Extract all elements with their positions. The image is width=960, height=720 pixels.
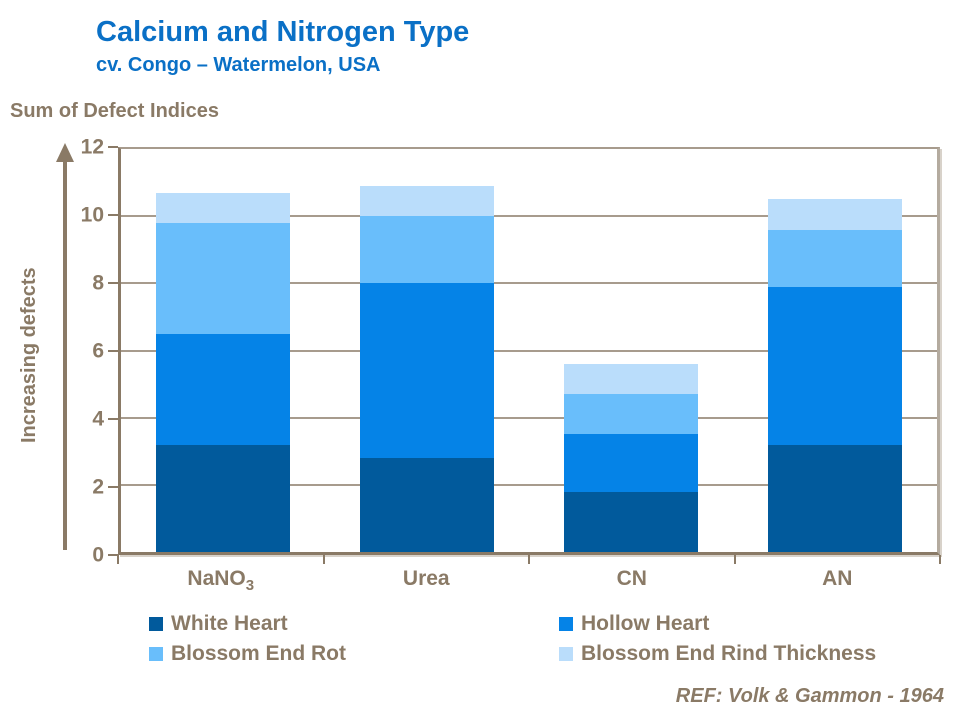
legend-item: Blossom End Rind Thickness <box>559 641 876 667</box>
bar-AN <box>767 149 903 552</box>
legend-item: Hollow Heart <box>559 611 876 637</box>
bar-segment <box>563 394 699 435</box>
x-tick <box>733 555 736 564</box>
y-tick-label: 2 <box>92 475 104 499</box>
gridline-6 <box>121 349 937 352</box>
y-tick-label: 0 <box>92 543 104 567</box>
legend-item: Blossom End Rot <box>149 641 559 667</box>
y-axis-arrow <box>63 160 67 550</box>
category-band <box>121 149 325 552</box>
bar-segment <box>767 199 903 230</box>
bar-segment <box>563 434 699 492</box>
bar-segment <box>563 363 699 395</box>
gridline-2 <box>121 483 937 486</box>
x-axis-labels: NaNO3 Urea CN AN <box>118 567 940 597</box>
legend-swatch <box>149 617 163 632</box>
gridline-8 <box>121 282 937 285</box>
bar-segment <box>155 222 291 334</box>
bar-segment <box>359 283 495 458</box>
bar-segment <box>155 333 291 445</box>
x-category-label-AN: AN <box>822 567 853 590</box>
legend-label: Blossom End Rind Thickness <box>581 642 877 666</box>
x-category-label-NaNO₃: NaNO3 <box>187 567 255 595</box>
y-axis-direction-label: Increasing defects <box>18 267 40 443</box>
bar-NaNO₃ <box>155 149 291 552</box>
page-subtitle: cv. Congo – Watermelon, USA <box>96 54 381 76</box>
y-tick-label: 6 <box>92 339 104 363</box>
legend-swatch <box>559 617 573 632</box>
category-band <box>325 149 529 552</box>
y-tick <box>108 214 118 216</box>
legend: White Heart Hollow Heart Blossom End Rot Bl… <box>149 611 876 668</box>
bar-CN <box>563 149 699 552</box>
y-tick <box>108 146 118 148</box>
x-tick <box>117 555 119 564</box>
x-tick <box>322 555 325 564</box>
x-tick <box>528 555 530 564</box>
axis-title: Sum of Defect Indices <box>10 100 219 122</box>
y-tick-label: 4 <box>92 407 104 431</box>
page-title: Calcium and Nitrogen Type <box>96 16 470 48</box>
legend-label: Blossom End Rot <box>171 642 347 666</box>
bar-segment <box>155 192 291 223</box>
x-tick <box>939 555 941 564</box>
bar-segment <box>563 491 699 552</box>
y-tick <box>108 418 118 421</box>
arrow-up-icon <box>56 143 74 162</box>
bar-segment <box>155 444 291 552</box>
bar-segment <box>767 444 903 552</box>
plot-inner <box>121 149 937 552</box>
bar-segment <box>767 286 903 445</box>
y-tick-label: 12 <box>80 135 104 159</box>
y-tick <box>108 350 118 352</box>
legend-swatch <box>149 647 163 662</box>
bar-segment <box>359 457 495 552</box>
legend-label: Hollow Heart <box>581 612 710 635</box>
legend-label: White Heart <box>171 612 288 635</box>
bar-segment <box>359 185 495 217</box>
gridline-10 <box>121 215 937 218</box>
y-axis-ticks <box>108 146 118 556</box>
legend-item: White Heart <box>149 611 559 637</box>
x-axis-ticks <box>117 555 941 564</box>
legend-swatch <box>559 647 573 662</box>
y-tick <box>108 486 118 489</box>
y-axis-labels: 0 2 4 6 8 10 12 <box>62 137 104 566</box>
bar-Urea <box>359 149 495 552</box>
bar-segment <box>359 216 495 284</box>
bar-segment <box>767 229 903 287</box>
category-band <box>529 149 733 552</box>
x-category-label-CN: CN <box>616 567 647 590</box>
y-tick <box>108 282 118 285</box>
x-category-label-Urea: Urea <box>402 567 450 590</box>
reference-note: REF: Volk & Gammon - 1964 <box>675 685 944 707</box>
y-tick-label: 8 <box>92 271 104 295</box>
plot-area <box>118 147 940 555</box>
gridline-4 <box>121 416 937 419</box>
y-tick-label: 10 <box>80 203 104 227</box>
category-band <box>733 149 937 552</box>
y-tick <box>108 554 118 556</box>
